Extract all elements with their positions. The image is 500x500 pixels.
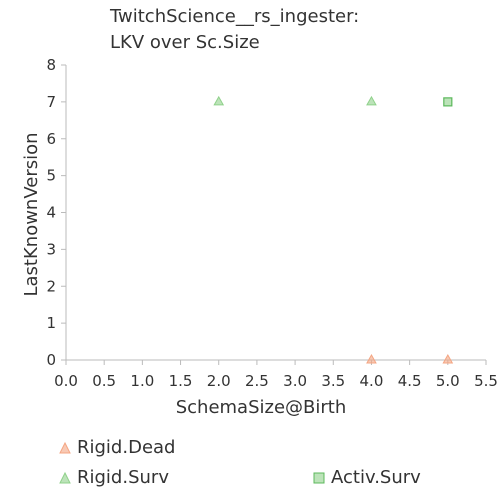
chart-title-line-1: TwitchScience__rs_ingester:: [110, 6, 360, 27]
y-tick-label: 0: [46, 351, 56, 369]
legend-item-activ-surv: Activ.Surv: [312, 467, 421, 488]
x-tick-label: 2.0: [207, 372, 231, 390]
x-tick-label: 3.5: [321, 372, 345, 390]
axes: 0.0 0.5 1.0 1.5 2.0 2.5 3.0 3.5 4.0 4.5 5.0 5.5 0 1 2 3…: [21, 56, 498, 418]
x-tick-label: 1.5: [169, 372, 193, 390]
triangle-marker-icon: [58, 471, 72, 485]
y-tick-label: 7: [46, 93, 56, 111]
legend-label: Rigid.Surv: [77, 467, 169, 488]
legend-label: Rigid.Dead: [77, 437, 176, 458]
x-tick-label: 4.0: [360, 372, 384, 390]
legend-label: Activ.Surv: [331, 467, 421, 488]
x-tick-label: 0.5: [92, 372, 116, 390]
data-point-rigid-surv: [213, 95, 225, 106]
y-tick-label: 6: [46, 130, 56, 148]
x-tick-label: 2.5: [245, 372, 269, 390]
chart-title-line-2: LKV over Sc.Size: [110, 32, 260, 53]
y-tick-label: 4: [46, 204, 56, 222]
data-point-rigid-surv: [366, 95, 377, 106]
x-tick-label: 5.0: [436, 372, 460, 390]
data-point-rigid-dead: [366, 353, 377, 364]
data-point-rigid-dead: [442, 353, 454, 364]
y-axis-label: LastKnownVersion: [21, 132, 42, 296]
data-point-activ-surv: [443, 97, 453, 107]
x-tick-label: 4.5: [398, 372, 422, 390]
x-tick-label: 5.5: [474, 372, 498, 390]
y-tick-label: 5: [46, 167, 56, 185]
x-tick-label: 3.0: [283, 372, 307, 390]
y-tick-label: 8: [46, 56, 56, 74]
y-tick-label: 1: [46, 314, 56, 332]
x-tick-label: 1.0: [130, 372, 154, 390]
triangle-marker-icon: [58, 441, 72, 455]
legend-item-rigid-surv: Rigid.Surv: [58, 467, 169, 488]
y-tick-label: 3: [46, 240, 56, 258]
data-points: [213, 95, 454, 364]
y-tick-label: 2: [46, 277, 56, 295]
legend-item-rigid-dead: Rigid.Dead: [58, 437, 175, 458]
square-marker-icon: [312, 471, 326, 485]
x-axis-label: SchemaSize@Birth: [176, 397, 347, 418]
x-tick-label: 0.0: [54, 372, 78, 390]
